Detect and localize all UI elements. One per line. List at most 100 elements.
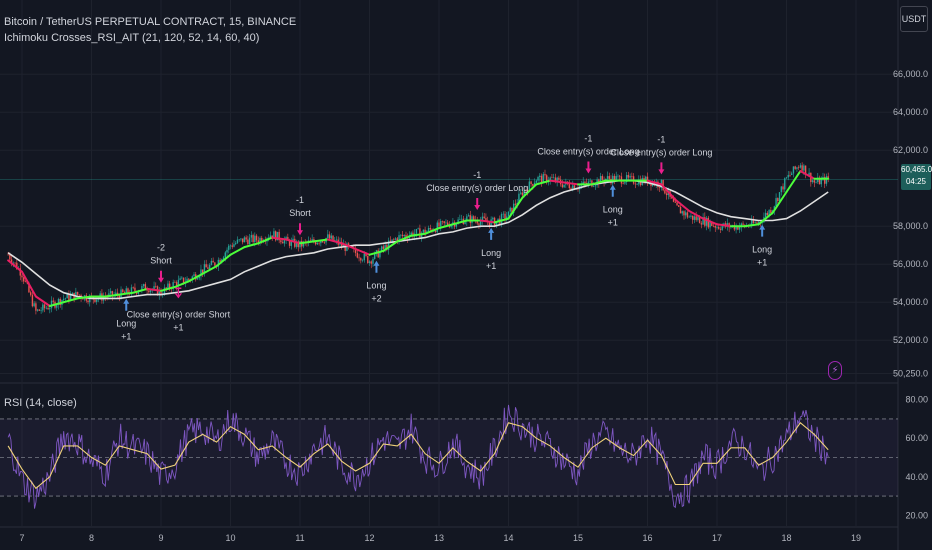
candle-body xyxy=(233,244,235,247)
candle-body xyxy=(23,277,25,282)
candle-body xyxy=(148,290,150,293)
y-tick-label: 64,000.0 xyxy=(893,107,928,117)
candle-body xyxy=(824,177,826,184)
candle-body xyxy=(443,221,445,224)
candle-body xyxy=(509,207,511,212)
candle-body xyxy=(606,176,609,179)
candle-body xyxy=(179,278,181,280)
candle-body xyxy=(172,282,174,290)
candle-body xyxy=(615,176,617,182)
candle-body xyxy=(68,293,70,301)
candle-body xyxy=(530,181,532,185)
candle-body xyxy=(737,225,739,230)
candle-body xyxy=(229,245,232,247)
candle-body xyxy=(347,243,350,247)
candle-body xyxy=(544,174,546,176)
signal-label: +2 xyxy=(371,294,381,304)
candle-body xyxy=(207,267,209,269)
candle-body xyxy=(634,183,637,185)
candle-body xyxy=(255,235,258,241)
short-arrow-icon xyxy=(158,270,164,283)
signal-label: -1 xyxy=(296,195,304,205)
candle-body xyxy=(405,235,407,238)
candle-body xyxy=(111,291,114,297)
fast-line-segment xyxy=(340,242,357,250)
candle-body xyxy=(393,239,395,241)
x-tick-label: 8 xyxy=(89,533,94,543)
rsi-pane-label[interactable]: RSI (14, close) xyxy=(4,397,77,409)
candle-body xyxy=(589,180,591,182)
indicator-title[interactable]: Ichimoku Crosses_RSI_AIT (21, 120, 52, 1… xyxy=(4,32,260,44)
candle-body xyxy=(36,309,39,311)
signal-label: -2 xyxy=(157,243,165,253)
fast-line-segment xyxy=(424,227,440,235)
candle-body xyxy=(297,241,299,248)
candle-body xyxy=(785,177,788,179)
candle-body xyxy=(815,182,817,183)
signal-label: Long xyxy=(481,248,501,258)
candle-body xyxy=(488,221,491,226)
fast-line-segment xyxy=(354,248,371,256)
candle-body xyxy=(287,237,289,241)
candle-body xyxy=(24,281,27,283)
long-arrow-icon xyxy=(373,260,380,273)
candle-body xyxy=(311,239,313,241)
candle-body xyxy=(693,216,696,220)
candle-body xyxy=(495,221,498,227)
candle-body xyxy=(478,223,480,225)
fast-line-segment xyxy=(743,223,760,228)
candle-body xyxy=(714,225,716,228)
fast-line-segment xyxy=(104,293,121,298)
candle-body xyxy=(141,286,143,291)
candle-body xyxy=(751,219,753,226)
candle-body xyxy=(827,176,829,180)
currency-button[interactable]: USDT xyxy=(900,6,928,32)
candle-body xyxy=(398,235,400,242)
candle-body xyxy=(665,193,668,196)
candle-body xyxy=(716,226,718,228)
candle-body xyxy=(254,235,256,243)
fast-line-segment xyxy=(146,287,162,292)
y-tick-label: 58,000.0 xyxy=(893,221,928,231)
fast-line-segment xyxy=(187,272,204,283)
fast-line-segment xyxy=(21,270,37,298)
candle-body xyxy=(429,227,432,230)
fast-line-segment xyxy=(646,179,663,186)
candle-body xyxy=(130,287,133,295)
candle-body xyxy=(629,176,631,178)
candle-body xyxy=(735,225,737,230)
candle-body xyxy=(796,167,798,169)
candle-body xyxy=(764,212,767,218)
lightning-icon[interactable]: ⚡︎ xyxy=(828,361,842,380)
candle-body xyxy=(346,243,348,251)
candle-body xyxy=(231,245,233,247)
bar-countdown: 04:25 xyxy=(905,177,927,186)
candle-body xyxy=(789,174,791,176)
y-tick-label: 62,000.0 xyxy=(893,145,928,155)
candle-body xyxy=(577,189,579,190)
candle-body xyxy=(94,299,96,302)
candle-body xyxy=(250,235,253,238)
candle-body xyxy=(525,189,527,191)
candle-body xyxy=(483,216,485,219)
candle-body xyxy=(10,259,13,264)
candle-body xyxy=(674,201,676,203)
rsi-tick-label: 60.00 xyxy=(905,433,928,443)
candle-body xyxy=(43,304,46,309)
candle-body xyxy=(513,203,515,213)
candle-body xyxy=(137,291,140,294)
candle-body xyxy=(252,235,254,243)
candle-body xyxy=(214,262,216,266)
candle-body xyxy=(691,215,694,220)
candle-body xyxy=(28,283,30,293)
candle-body xyxy=(695,216,697,220)
candle-body xyxy=(391,239,393,242)
short-arrow-icon xyxy=(297,223,303,236)
candle-body xyxy=(380,246,383,252)
candle-body xyxy=(274,231,277,241)
symbol-title[interactable]: Bitcoin / TetherUS PERPETUAL CONTRACT, 1… xyxy=(4,16,297,28)
candle-body xyxy=(335,239,338,241)
candle-body xyxy=(400,234,402,236)
candle-body xyxy=(704,217,706,226)
candle-body xyxy=(811,180,814,183)
